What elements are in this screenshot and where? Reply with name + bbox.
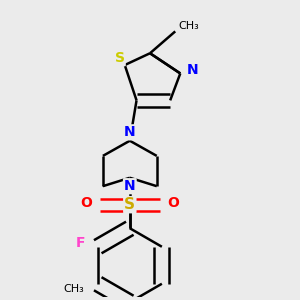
- Text: CH₃: CH₃: [64, 284, 85, 294]
- Text: S: S: [115, 51, 125, 65]
- Text: N: N: [186, 63, 198, 77]
- Text: O: O: [168, 196, 179, 210]
- Text: F: F: [76, 236, 86, 250]
- Text: O: O: [80, 196, 92, 210]
- Text: N: N: [124, 125, 136, 139]
- Text: S: S: [124, 197, 135, 212]
- Text: N: N: [124, 179, 136, 193]
- Text: CH₃: CH₃: [178, 21, 199, 31]
